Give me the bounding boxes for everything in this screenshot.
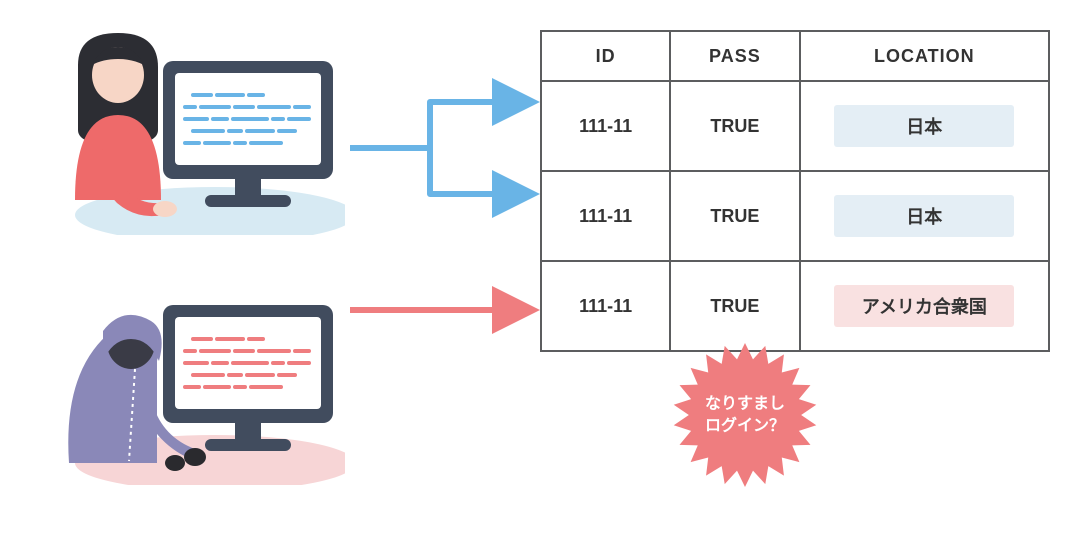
impersonation-badge-text: なりすまし ログイン？ [705,393,785,436]
location-badge: 日本 [834,195,1014,237]
col-location: LOCATION [800,31,1049,81]
cell-id: 111-11 [541,171,670,261]
burst-line1: なりすまし [705,395,785,412]
col-pass: PASS [670,31,799,81]
cell-pass: TRUE [670,81,799,171]
cell-id: 111-11 [541,81,670,171]
location-badge: アメリカ合衆国 [834,285,1014,327]
table-row: 111-11 TRUE 日本 [541,81,1049,171]
cell-location: 日本 [800,171,1049,261]
table-row: 111-11 TRUE 日本 [541,171,1049,261]
table-header-row: ID PASS LOCATION [541,31,1049,81]
login-log-table: ID PASS LOCATION 111-11 TRUE 日本 111-11 T… [540,30,1050,352]
cell-location: 日本 [800,81,1049,171]
location-badge: 日本 [834,105,1014,147]
cell-location: アメリカ合衆国 [800,261,1049,351]
col-id: ID [541,31,670,81]
cell-pass: TRUE [670,171,799,261]
impersonation-badge: なりすまし ログイン？ [668,338,822,492]
cell-id: 111-11 [541,261,670,351]
burst-line2: ログイン？ [705,417,785,434]
